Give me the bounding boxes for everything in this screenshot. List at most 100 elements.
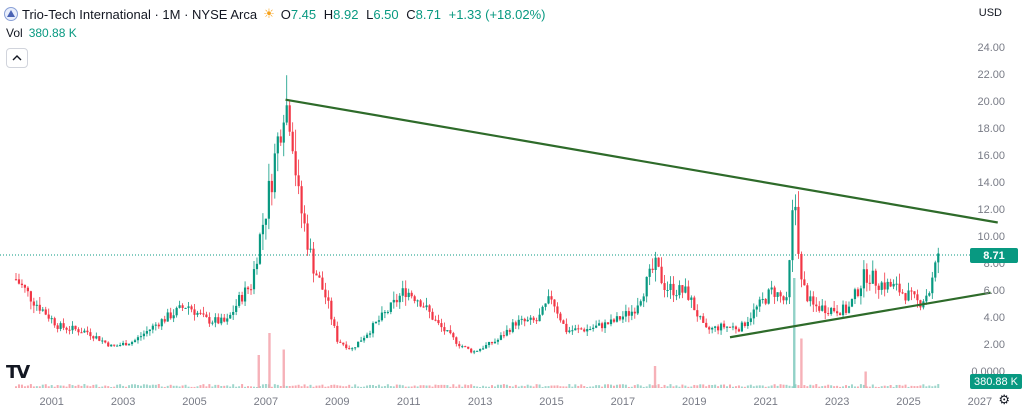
volume-bar: [404, 386, 407, 388]
volume-bar: [839, 386, 842, 388]
market-hours-sun-icon[interactable]: ☀: [263, 6, 275, 21]
volume-spike-bar: [864, 371, 867, 388]
volume-bar: [145, 384, 148, 388]
candle-body: [722, 323, 726, 328]
volume-bar: [122, 385, 125, 388]
volume-bar: [380, 386, 383, 388]
volume-bar: [166, 385, 169, 388]
candle-body: [68, 329, 71, 331]
volume-bar: [184, 384, 187, 388]
volume-bar: [26, 385, 29, 388]
volume-bar: [598, 385, 601, 388]
trend-line[interactable]: [285, 98, 998, 224]
symbol-title[interactable]: Trio-Tech International · 1M · NYSE Arca: [22, 6, 258, 22]
volume-bar: [485, 386, 488, 388]
candle-body: [773, 287, 776, 297]
candle-body: [785, 297, 788, 301]
volume-bar: [776, 385, 779, 388]
volume-bar: [770, 385, 773, 388]
volume-bar: [202, 384, 205, 388]
candle-body: [883, 282, 886, 290]
candle-body: [550, 296, 553, 300]
volume-bar: [443, 384, 446, 388]
candle-body: [166, 312, 169, 322]
volume-bar: [541, 386, 544, 388]
candle-body: [336, 325, 339, 342]
volume-spike-bar: [793, 278, 796, 388]
candle-body: [446, 330, 449, 332]
volume-bar: [318, 385, 321, 388]
volume-bar: [850, 384, 853, 388]
candle-body: [937, 253, 940, 263]
volume-bar: [705, 386, 708, 388]
last-price-tag: [970, 248, 1018, 263]
candle-body: [380, 312, 384, 321]
candle-body: [841, 304, 845, 316]
tradingview-logo-icon[interactable]: TV: [6, 362, 30, 383]
volume-spike-bar: [268, 333, 271, 388]
candle-body: [50, 318, 53, 320]
volume-bar: [366, 385, 369, 388]
x-axis-tick-label: 2023: [825, 396, 849, 408]
volume-bar: [309, 384, 312, 388]
candle-body: [797, 206, 800, 254]
volume-bar: [154, 384, 157, 388]
volume-bar: [196, 386, 199, 388]
candle-body: [83, 330, 86, 333]
candle-body: [517, 319, 520, 326]
volume-bar: [511, 386, 514, 388]
collapse-legend-button[interactable]: [6, 48, 28, 68]
candle-body: [764, 298, 767, 304]
volume-bar: [687, 386, 690, 388]
currency-selector[interactable]: USD: [978, 7, 1002, 19]
candle-body: [934, 262, 937, 278]
candle-body: [124, 342, 128, 346]
candle-body: [267, 180, 270, 219]
candle-body: [758, 299, 761, 307]
volume-bar: [731, 386, 734, 388]
candle-body: [913, 291, 916, 295]
candle-body: [205, 314, 208, 318]
candle-body: [196, 312, 199, 315]
volume-bar: [746, 385, 749, 388]
volume-bar: [821, 386, 824, 388]
volume-bar: [369, 384, 372, 388]
chevron-up-icon: [12, 55, 22, 61]
volume-bar: [223, 385, 226, 388]
volume-bar: [336, 385, 339, 388]
volume-bar: [907, 386, 910, 388]
volume-bar: [696, 385, 699, 388]
candle-body: [660, 266, 663, 284]
candle-body: [95, 336, 98, 339]
candle-body: [532, 317, 535, 321]
candle-body: [755, 306, 758, 310]
volume-bar: [505, 384, 508, 388]
candle-body: [818, 306, 821, 311]
volume-bar: [708, 384, 711, 388]
volume-bar: [782, 384, 785, 388]
candle-body: [838, 313, 842, 316]
candle-body: [437, 320, 440, 324]
x-axis-tick-label: 2005: [182, 396, 206, 408]
volume-bar: [862, 384, 865, 388]
candle-body: [639, 301, 642, 306]
volume-bar: [577, 385, 580, 388]
volume-bar: [437, 385, 440, 388]
candle-body: [505, 329, 508, 336]
candle-body: [684, 286, 687, 293]
trend-line[interactable]: [729, 291, 991, 339]
volume-bar: [615, 384, 618, 388]
candle-body: [410, 292, 413, 297]
volume-bar: [514, 384, 517, 388]
candle-body: [151, 325, 154, 330]
settings-gear-icon[interactable]: ⚙: [998, 392, 1010, 407]
symbol-header: Trio-Tech International · 1M · NYSE Arca…: [4, 4, 545, 24]
volume-bar: [294, 385, 297, 388]
volume-bar: [89, 386, 92, 388]
volume-bar: [520, 385, 523, 388]
volume-bar: [610, 384, 612, 388]
volume-bar: [874, 386, 877, 388]
candle-body: [282, 122, 285, 143]
candle-body: [419, 300, 422, 307]
